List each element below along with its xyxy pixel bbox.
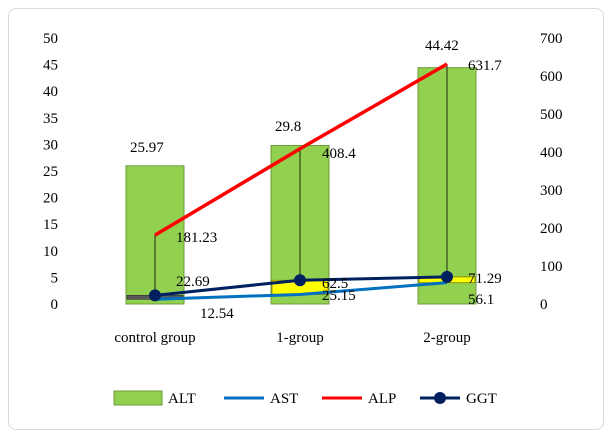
data-label: 56.1 bbox=[468, 292, 494, 308]
legend-marker-ggt bbox=[434, 392, 446, 404]
right-axis-tick-label: 500 bbox=[540, 107, 563, 123]
ast-line bbox=[154, 281, 448, 301]
data-label: 12.54 bbox=[200, 306, 234, 322]
category-label: control group bbox=[114, 330, 195, 346]
data-label: 181.23 bbox=[176, 230, 217, 246]
ggt-marker bbox=[149, 289, 161, 302]
left-axis-tick-label: 10 bbox=[43, 244, 58, 260]
data-label: 22.69 bbox=[176, 274, 210, 290]
left-axis-tick-label: 30 bbox=[43, 137, 58, 153]
data-label: 29.8 bbox=[275, 119, 301, 135]
right-axis-tick-label: 300 bbox=[540, 183, 563, 199]
left-axis-tick-label: 45 bbox=[43, 58, 58, 74]
left-axis-tick-label: 20 bbox=[43, 191, 58, 207]
left-axis-tick-label: 15 bbox=[43, 217, 58, 233]
data-label: 25.15 bbox=[322, 288, 356, 304]
data-label: 25.97 bbox=[130, 140, 164, 156]
right-axis-tick-label: 100 bbox=[540, 259, 563, 275]
data-label: 44.42 bbox=[425, 38, 459, 54]
left-axis-tick-label: 50 bbox=[43, 31, 58, 47]
data-label: 71.29 bbox=[468, 271, 502, 287]
right-axis-tick-label: 600 bbox=[540, 69, 563, 85]
right-axis-tick-label: 200 bbox=[540, 221, 563, 237]
right-axis-tick-label: 700 bbox=[540, 31, 563, 47]
legend-swatch-alt bbox=[113, 390, 163, 406]
left-axis-tick-label: 25 bbox=[43, 164, 58, 180]
data-label: 631.7 bbox=[468, 58, 502, 74]
legend-label: GGT bbox=[466, 391, 497, 407]
left-axis-tick-label: 40 bbox=[43, 84, 58, 100]
left-axis-tick-label: 5 bbox=[51, 270, 59, 286]
ggt-marker bbox=[294, 274, 306, 287]
right-axis-tick-label: 0 bbox=[540, 297, 548, 313]
left-axis-tick-label: 0 bbox=[51, 297, 59, 313]
category-label: 2-group bbox=[423, 330, 471, 346]
left-axis-tick-label: 35 bbox=[43, 111, 58, 127]
category-label: 1-group bbox=[276, 330, 324, 346]
legend-label: ALT bbox=[168, 391, 196, 407]
ggt-marker bbox=[441, 270, 453, 283]
right-axis-tick-label: 400 bbox=[540, 145, 563, 161]
alp-line bbox=[154, 62, 448, 237]
data-label: 62.5 bbox=[322, 276, 348, 292]
legend-label: AST bbox=[270, 391, 298, 407]
legend-label: ALP bbox=[368, 391, 396, 407]
data-label: 408.4 bbox=[322, 146, 356, 162]
